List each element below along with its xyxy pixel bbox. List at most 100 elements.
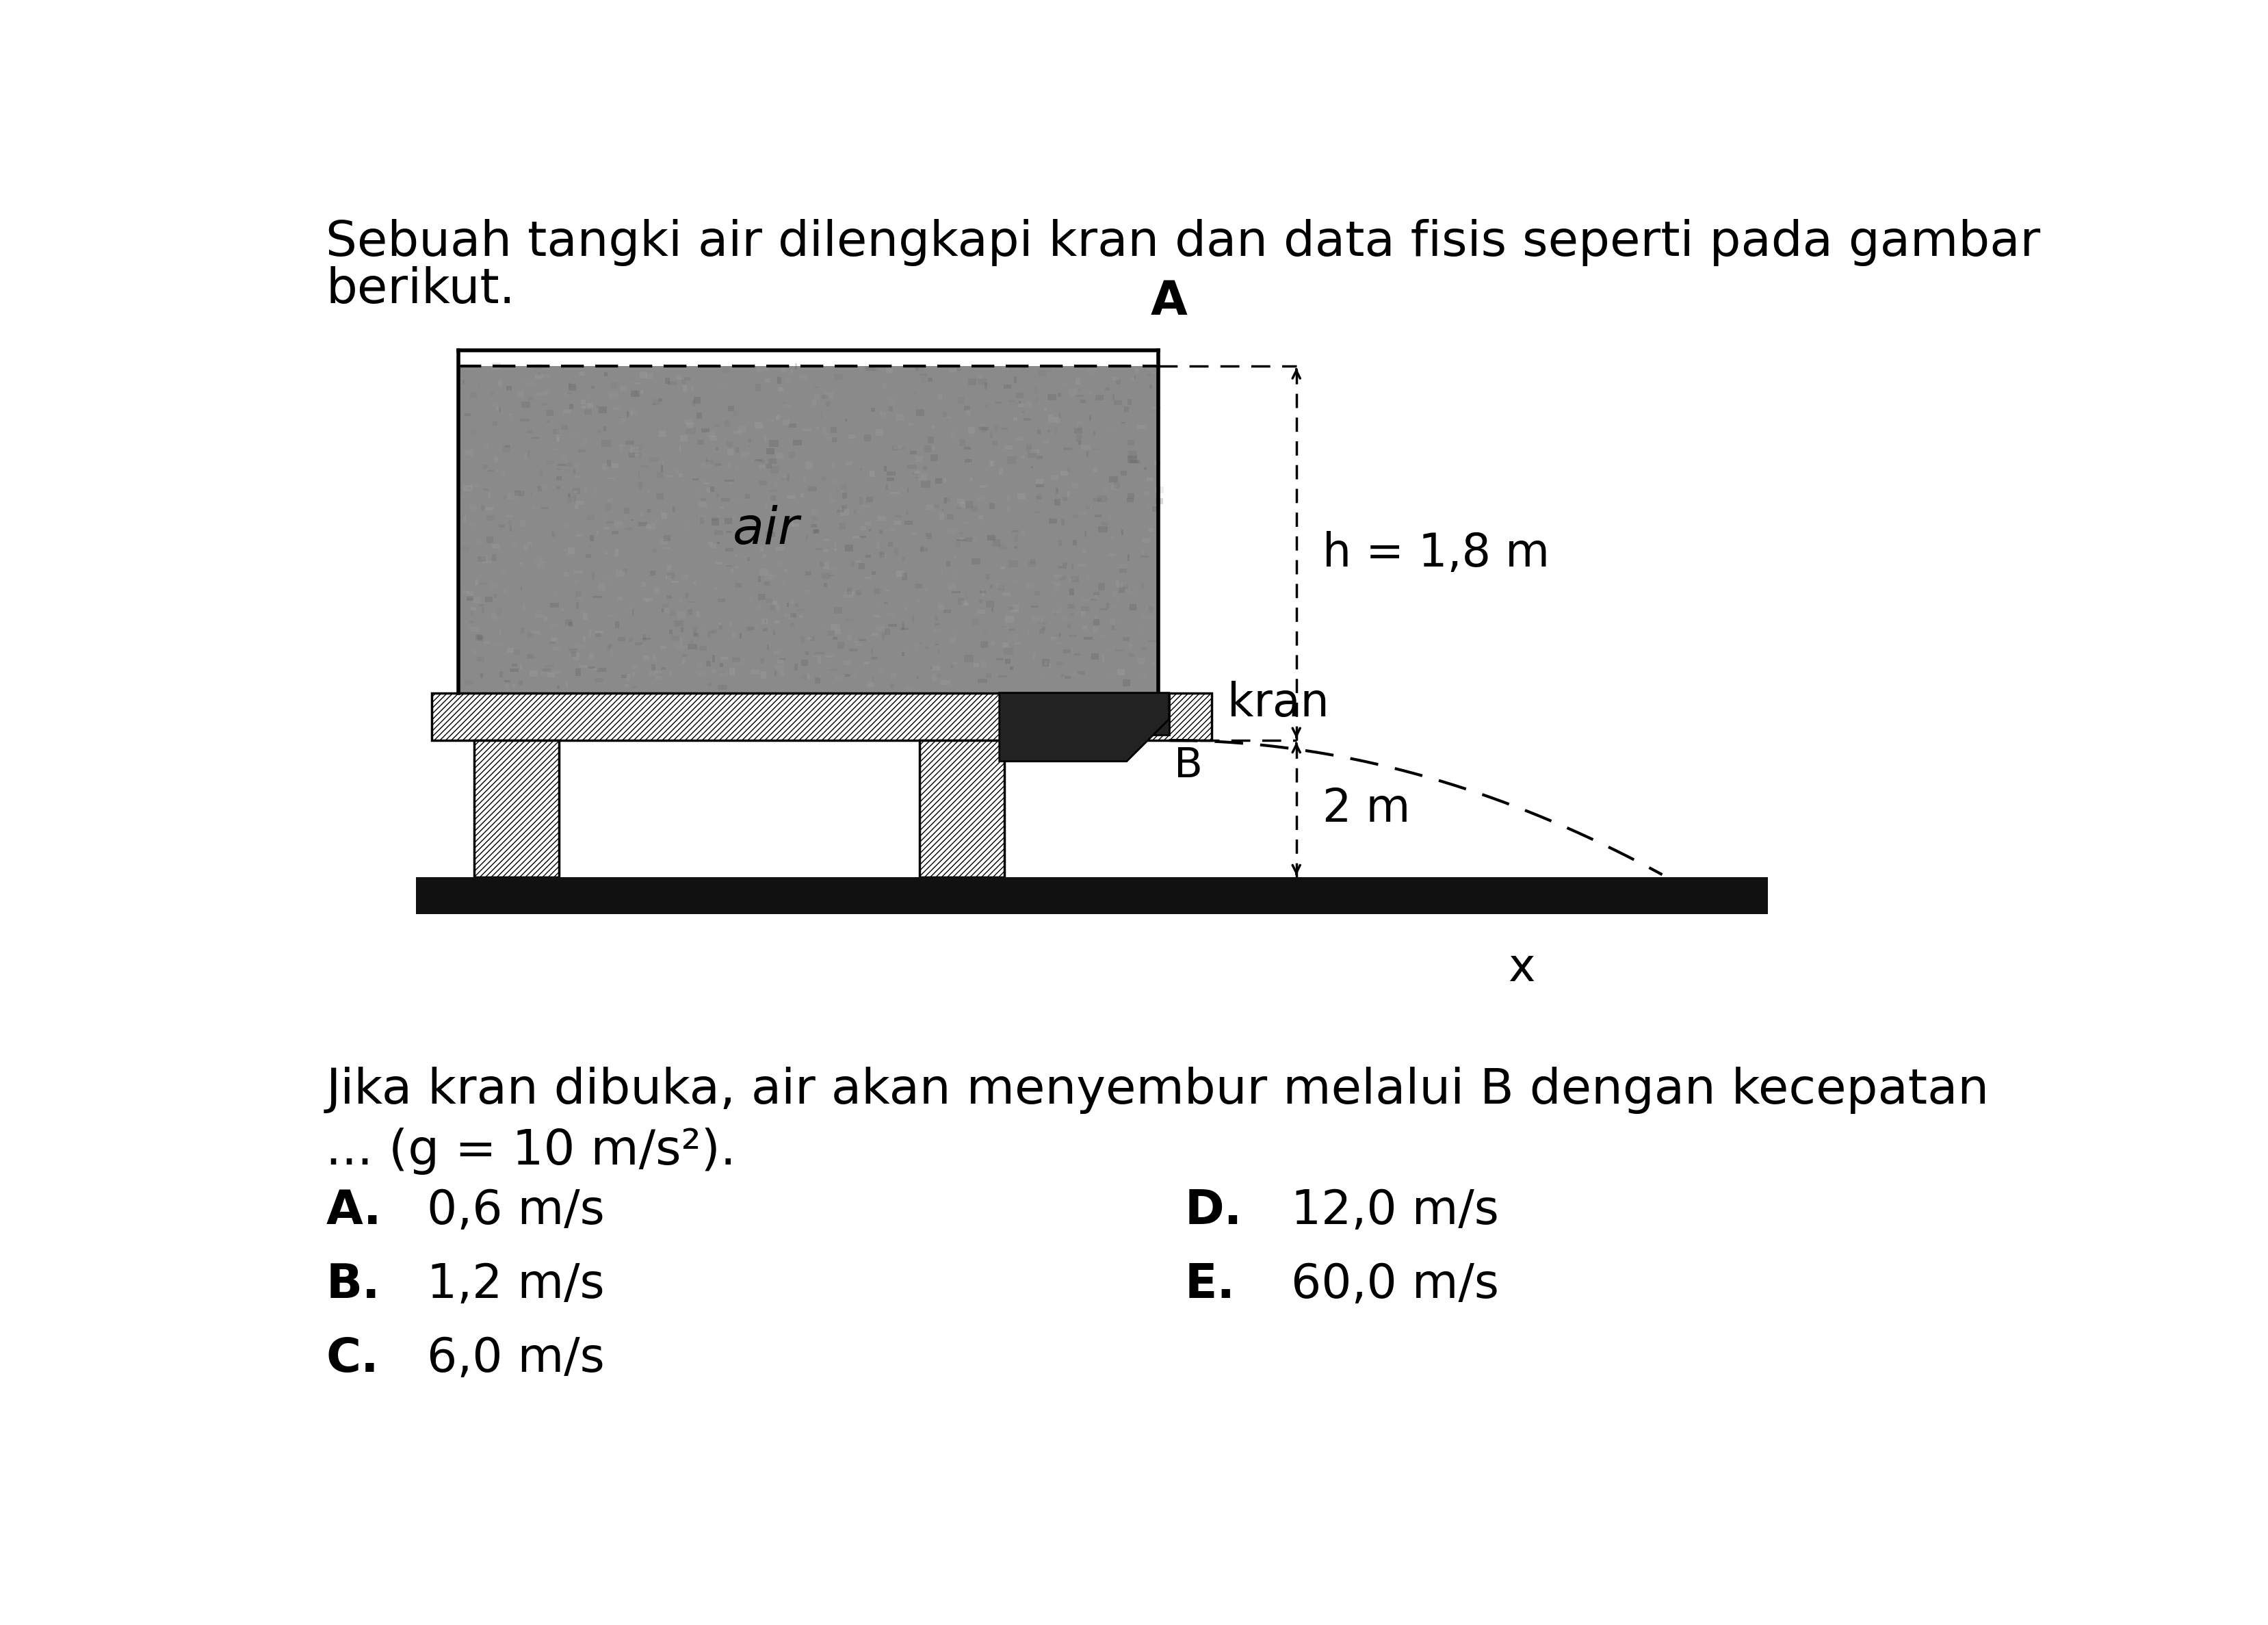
Bar — [885, 484, 887, 489]
Bar — [1084, 505, 1093, 509]
Bar — [767, 419, 773, 421]
Bar — [596, 668, 606, 671]
Bar — [760, 544, 764, 551]
Bar — [982, 426, 987, 432]
Bar — [778, 650, 782, 652]
Bar — [871, 634, 878, 635]
Bar — [782, 401, 792, 405]
Bar — [655, 473, 665, 478]
Bar — [562, 549, 567, 551]
Bar — [978, 422, 987, 426]
Bar — [606, 504, 610, 510]
Bar — [1077, 390, 1080, 392]
Bar — [939, 514, 943, 518]
Bar — [989, 585, 993, 588]
Bar — [488, 515, 494, 520]
Bar — [1002, 385, 1012, 388]
Bar — [742, 544, 746, 546]
Bar — [1129, 604, 1136, 611]
Bar — [873, 588, 880, 595]
Bar — [871, 657, 878, 660]
Bar — [900, 627, 909, 629]
Bar — [1012, 580, 1018, 583]
Bar — [569, 384, 576, 390]
Bar — [787, 474, 789, 481]
Bar — [653, 671, 662, 673]
Bar — [776, 414, 780, 419]
Text: air: air — [733, 505, 798, 554]
Bar — [603, 526, 608, 530]
Bar — [814, 387, 819, 388]
Bar — [882, 634, 885, 640]
Bar — [1012, 530, 1018, 533]
Bar — [1034, 385, 1036, 393]
Bar — [1082, 626, 1086, 630]
Bar — [1086, 367, 1095, 374]
Bar — [624, 684, 628, 687]
Bar — [587, 515, 594, 520]
Bar — [551, 647, 560, 650]
Bar — [776, 546, 785, 551]
Bar — [415, 878, 1767, 915]
Bar — [1077, 424, 1082, 429]
Bar — [764, 463, 771, 468]
Bar — [633, 390, 642, 396]
Bar — [773, 665, 782, 671]
Bar — [494, 644, 503, 645]
Bar — [1136, 461, 1141, 465]
Bar — [726, 442, 733, 447]
Bar — [758, 604, 760, 609]
Bar — [925, 533, 932, 540]
Bar — [699, 515, 705, 520]
Bar — [701, 461, 710, 466]
Bar — [1059, 419, 1061, 422]
Bar — [705, 488, 710, 492]
Bar — [631, 518, 633, 522]
Bar — [631, 601, 640, 604]
Bar — [531, 437, 540, 439]
Bar — [959, 533, 964, 540]
Bar — [755, 384, 760, 392]
Bar — [728, 406, 735, 411]
Bar — [683, 522, 689, 528]
Bar — [569, 648, 578, 650]
Bar — [615, 522, 624, 528]
Bar — [728, 448, 733, 455]
Bar — [878, 517, 885, 520]
Bar — [764, 366, 769, 370]
Bar — [601, 463, 608, 470]
Bar — [991, 460, 993, 466]
Bar — [476, 556, 485, 562]
Bar — [492, 421, 497, 426]
Bar — [871, 408, 875, 413]
Bar — [882, 384, 887, 388]
Bar — [1107, 603, 1109, 608]
Bar — [964, 522, 968, 523]
Bar — [1068, 578, 1075, 582]
Bar — [1082, 611, 1084, 616]
Bar — [866, 682, 873, 687]
Bar — [744, 554, 751, 561]
Bar — [767, 598, 773, 603]
Bar — [753, 624, 758, 630]
Bar — [1109, 476, 1118, 483]
Bar — [914, 471, 921, 474]
Bar — [660, 540, 667, 544]
Bar — [465, 496, 469, 499]
Bar — [1095, 395, 1105, 400]
Bar — [787, 496, 796, 499]
Bar — [955, 507, 962, 509]
Bar — [463, 496, 465, 497]
Bar — [830, 479, 837, 484]
Bar — [1139, 658, 1145, 665]
Bar — [469, 627, 479, 632]
Bar — [780, 367, 787, 372]
Bar — [676, 375, 683, 380]
Bar — [717, 598, 726, 603]
Bar — [508, 492, 510, 499]
Bar — [1102, 488, 1107, 491]
Bar — [692, 400, 694, 406]
Bar — [590, 535, 594, 541]
Bar — [1009, 666, 1014, 669]
Bar — [785, 401, 792, 406]
